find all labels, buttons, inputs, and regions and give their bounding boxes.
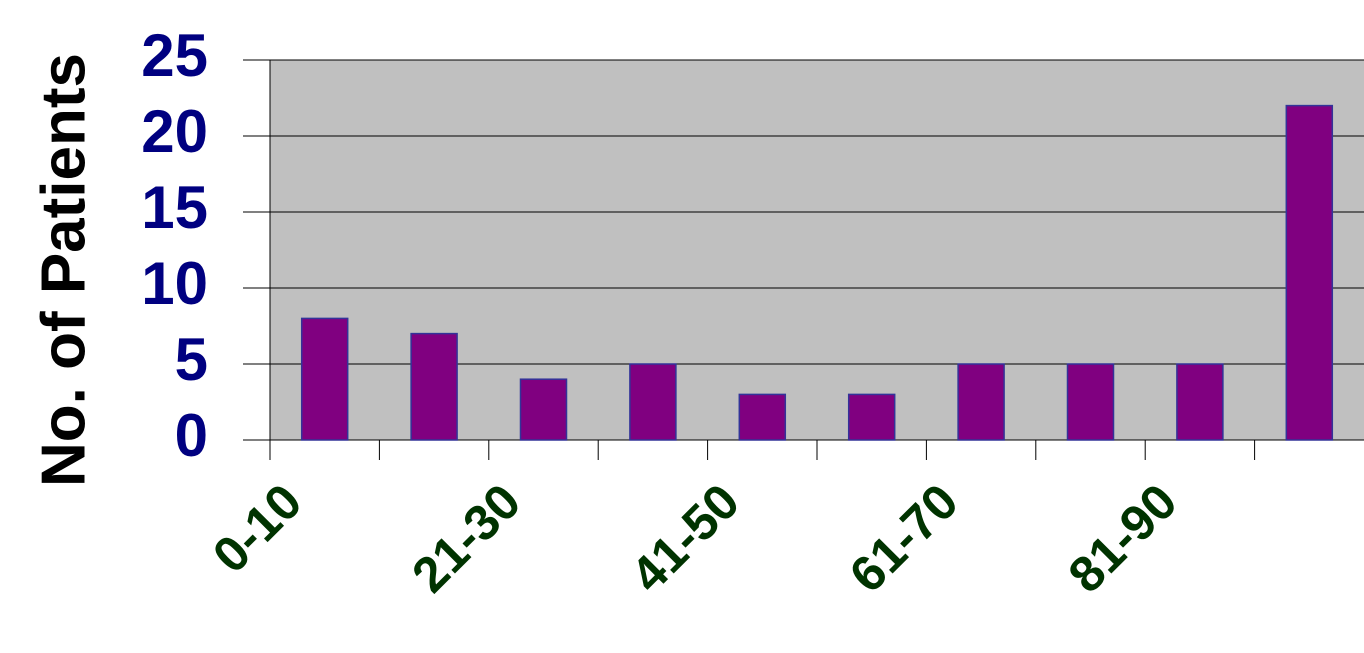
bar (847, 393, 896, 441)
y-tick-label: 25 (141, 22, 208, 89)
bar (519, 378, 568, 441)
x-tick-label: 41-50 (620, 473, 750, 603)
bar (410, 332, 458, 441)
bar (738, 393, 787, 441)
bar (957, 363, 1005, 441)
bar (1285, 104, 1334, 441)
y-tick-label: 10 (141, 250, 208, 317)
y-tick-label: 15 (141, 174, 208, 241)
x-tick-label: 61-70 (839, 473, 969, 603)
y-tick-label: 20 (141, 98, 208, 165)
y-axis-title: No. of Patients (29, 53, 98, 487)
x-tick-label: 21-30 (401, 473, 531, 603)
x-tick-label: 0-10 (202, 473, 312, 583)
bar (300, 317, 349, 441)
y-tick-label: 5 (175, 326, 208, 393)
bar (1066, 363, 1115, 441)
x-tick-label: 81-90 (1058, 473, 1188, 603)
y-tick-label: 0 (175, 402, 208, 469)
bar (1176, 363, 1224, 441)
bar (629, 363, 677, 441)
